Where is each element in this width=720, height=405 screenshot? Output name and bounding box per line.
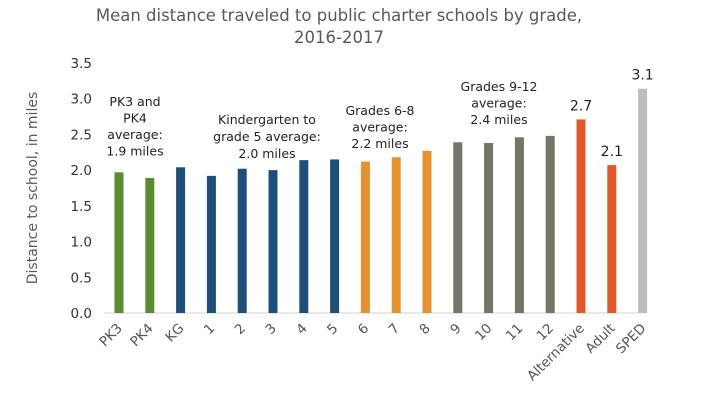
annotation-line: 2.4 miles [470,112,527,127]
annotation-line: Grades 6-8 [345,103,414,118]
bar-3 [268,170,278,313]
x-tick-label: PK3 [96,321,125,350]
x-tick-label: 7 [386,321,403,338]
annotation-line: average: [107,127,162,142]
annotation-line: Kindergarten to [218,112,316,127]
x-tick-label: 9 [447,321,464,338]
annotation-line: average: [352,120,407,135]
x-tick-label: 12 [534,321,557,344]
y-tick-label: 1.5 [71,199,92,215]
bar-10 [484,143,494,313]
x-tick-label: SPED [613,321,650,358]
x-tick-label: 1 [201,321,218,338]
bar-7 [391,157,401,313]
chart-title-line-1: Mean distance traveled to public charter… [96,6,582,25]
y-axis-ticks: 0.0 0.5 1.0 1.5 2.0 2.5 3.0 3.5 [71,56,92,322]
bar-5 [330,159,340,313]
y-tick-label: 2.0 [71,163,92,179]
x-tick-label: 6 [355,321,372,338]
x-tick-label: 3 [262,321,279,338]
x-tick-label: 8 [416,321,433,338]
x-tick-label: 10 [472,321,495,344]
bar-sped [638,88,648,313]
annotation-line: Grades 9-12 [461,79,538,94]
annotation-line: grade 5 average: [213,129,321,144]
x-tick-label: Alternative [524,321,588,385]
x-tick-label: Adult [582,321,618,357]
bar-11 [514,137,524,313]
bar-kg [176,167,186,313]
bar-4 [299,160,309,313]
y-tick-label: 1.0 [71,235,92,251]
y-tick-label: 3.0 [71,92,92,108]
y-tick-label: 3.5 [71,56,92,72]
bar-2 [237,168,247,313]
annotation-line: 1.9 miles [106,144,163,159]
x-tick-label: KG [162,321,187,346]
chart-title-line-2: 2016-2017 [294,28,384,47]
annotation-line: 2.0 miles [238,146,295,161]
annotation-line: 2.2 miles [351,136,408,151]
bar-pk3 [114,172,124,313]
x-axis-ticks: PK3 PK4 KG 1 2 3 4 5 6 7 8 9 10 11 12AlternativeAdultS… [96,321,649,385]
data-label: 2.7 [570,98,592,114]
data-label: 3.1 [631,68,653,84]
annotation-line: PK4 [123,111,147,126]
x-tick-label: 4 [293,321,310,338]
bar-12 [545,135,555,313]
data-label: 2.1 [601,144,623,160]
bar-8 [422,150,432,313]
y-tick-label: 2.5 [71,127,92,143]
annotation-line: average: [471,96,526,111]
data-labels: 2.7 2.1 3.1 [570,68,654,160]
x-tick-label: PK4 [127,321,156,350]
bar-1 [206,175,216,313]
bar-9 [453,142,463,313]
bar-adult [607,165,617,313]
y-tick-label: 0.5 [71,270,92,286]
bar-pk4 [145,178,155,313]
annotation-line: PK3 and [109,94,160,109]
y-tick-label: 0.0 [71,306,92,322]
y-axis-label: Distance to school, in miles [25,92,41,285]
bar-alternative [576,119,586,313]
bar-6 [360,161,370,313]
bars [114,88,648,313]
x-tick-label: 5 [324,321,341,338]
x-tick-label: 11 [503,321,526,344]
x-tick-label: 2 [232,321,249,338]
